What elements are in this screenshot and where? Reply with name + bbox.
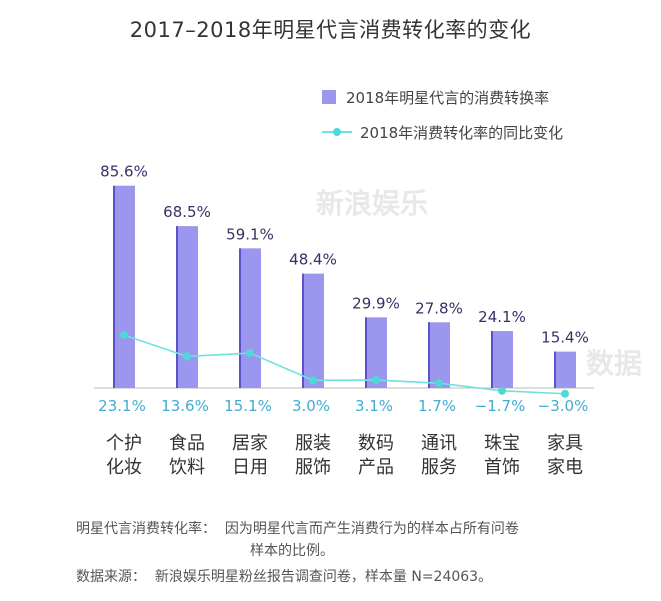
bar-edge-6 — [491, 331, 493, 388]
bar-0 — [113, 185, 135, 388]
bar-edge-7 — [554, 351, 556, 388]
bar-edge-0 — [113, 185, 115, 388]
category-label-2-0: 居家 — [232, 433, 268, 454]
bar-7 — [554, 351, 576, 388]
yoy-point-7 — [561, 389, 569, 398]
watermark-sina: 新浪娱乐 — [316, 187, 429, 220]
yoy-point-2 — [246, 349, 254, 358]
yoy-value-label-7: −3.0% — [538, 397, 589, 415]
yoy-value-label-1: 13.6% — [161, 397, 209, 415]
bar-4 — [365, 317, 387, 388]
bar-6 — [491, 331, 513, 388]
bar-edge-3 — [302, 273, 304, 388]
category-label-1-0: 食品 — [169, 433, 205, 454]
category-label-5-1: 服务 — [421, 457, 457, 478]
yoy-line — [123, 334, 566, 395]
bar-edge-5 — [428, 322, 430, 388]
legend-item-bar: 2018年明星代言的消费转换率 — [322, 86, 549, 108]
yoy-point-5 — [435, 379, 443, 388]
yoy-value-label-2: 15.1% — [224, 397, 272, 415]
category-label-3-0: 服装 — [295, 433, 331, 454]
bar-value-label-6: 24.1% — [478, 308, 526, 326]
yoy-value-label-5: 1.7% — [418, 397, 456, 415]
footnote-definition: 明星代言消费转化率： 因为明星代言而产生消费行为的样本占所有问卷 — [76, 521, 519, 537]
category-label-4-0: 数码 — [358, 433, 394, 454]
yoy-value-label-0: 23.1% — [98, 397, 146, 415]
bar-value-label-7: 15.4% — [541, 329, 589, 347]
category-label-5-0: 通讯 — [421, 433, 457, 454]
category-label-6-0: 珠宝 — [484, 433, 520, 454]
yoy-value-label-4: 3.1% — [355, 397, 393, 415]
bar-5 — [428, 322, 450, 388]
category-label-7-1: 家电 — [547, 457, 583, 478]
yoy-value-label-6: −1.7% — [475, 397, 526, 415]
bar-value-label-1: 68.5% — [163, 203, 211, 221]
category-label-1-1: 饮料 — [169, 457, 205, 478]
category-label-2-1: 日用 — [232, 457, 268, 478]
bar-2 — [239, 248, 261, 388]
category-label-0-1: 化妆 — [106, 457, 142, 478]
category-label-6-1: 首饰 — [484, 457, 520, 478]
category-label-7-0: 家具 — [547, 433, 583, 454]
bar-value-label-5: 27.8% — [415, 299, 463, 317]
bar-edge-2 — [239, 248, 241, 388]
bar-value-label-2: 59.1% — [226, 225, 274, 243]
bar-value-label-0: 85.6% — [100, 163, 148, 181]
category-label-3-1: 服饰 — [295, 457, 331, 478]
footnote-source: 数据来源： 新浪娱乐明星粉丝报告调查问卷，样本量 N=24063。 — [76, 569, 493, 585]
legend-item-line: 2018年消费转化率的同比变化 — [322, 121, 563, 143]
yoy-point-4 — [372, 376, 380, 385]
bar-edge-4 — [365, 317, 367, 388]
yoy-point-3 — [309, 376, 317, 385]
category-label-4-1: 产品 — [358, 457, 394, 478]
bar-1 — [176, 226, 198, 388]
category-label-0-0: 个护 — [106, 433, 142, 454]
legend-line-label: 2018年消费转化率的同比变化 — [360, 123, 564, 142]
watermark-data: 数据 — [586, 347, 643, 380]
legend-bar-swatch — [322, 90, 336, 104]
bar-value-label-3: 48.4% — [289, 251, 337, 269]
legend-line-swatch — [322, 125, 352, 139]
bar-3 — [302, 273, 324, 388]
legend-bar-label: 2018年明星代言的消费转换率 — [346, 88, 550, 107]
bar-edge-1 — [176, 226, 178, 388]
bar-value-label-4: 29.9% — [352, 294, 400, 312]
footnote-definition-cont: 样本的比例。 — [250, 543, 334, 559]
chart-title: 2017–2018年明星代言消费转化率的变化 — [129, 18, 532, 42]
yoy-value-label-3: 3.0% — [292, 397, 330, 415]
yoy-point-6 — [498, 386, 506, 395]
yoy-point-0 — [120, 331, 128, 340]
yoy-point-1 — [183, 352, 191, 361]
